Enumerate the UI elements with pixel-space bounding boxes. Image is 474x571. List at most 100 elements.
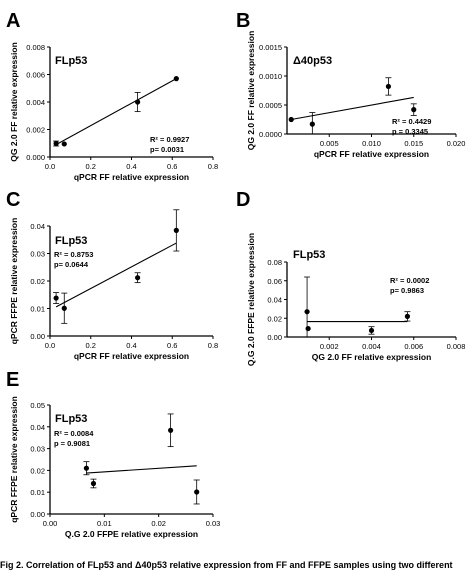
data-point [61,305,67,311]
x-axis-label: qPCR FF relative expression [74,172,189,182]
data-point [53,295,59,301]
y-tick-label: 0.002 [26,126,45,135]
y-tick-label: 0.02 [30,466,45,475]
y-tick-label: 0.006 [26,71,45,80]
data-point [368,327,375,334]
panel-d: D 0.00 0.02 0.04 0.06 0.08 0.002 0.004 0.006 0.00… [236,189,465,366]
panel-title: FLp53 [55,55,87,67]
r-squared-label: R² = 0.0084 [54,429,94,438]
x-axis-label: Q.G 2.0 FFPE relative expression [65,529,198,539]
y-tick-label: 0.05 [30,401,45,410]
data-point [385,83,391,90]
x-tick-label: 0.008 [447,342,466,351]
data-point [411,107,417,113]
p-value-label: p= 0.0644 [54,260,89,269]
panel-c: C 0.00 0.01 0.02 0.03 0.04 0.0 0.2 0.4 0.6 0.8 qPCR… [6,189,218,361]
r-squared-label: R² = 0.8753 [54,250,93,259]
panel-letter: C [6,189,20,211]
p-value-label: p= 0.9863 [390,286,424,295]
x-tick-label: 0.4 [126,341,136,350]
y-tick-label: 0.04 [30,423,45,432]
x-tick-label: 0.00 [43,519,58,528]
x-tick-label: 0.01 [97,519,112,528]
x-tick-label: 0.0 [45,162,55,171]
panel-title: FLp53 [55,235,87,247]
data-point [404,313,411,319]
x-tick-label: 0.020 [447,139,466,148]
x-tick-label: 0.0 [45,341,55,350]
y-tick-label: 0.000 [26,153,45,162]
regression-line [55,242,177,308]
x-axis-label: QG 2.0 FF relative expression [312,352,432,362]
panel-letter: D [236,189,250,211]
x-tick-label: 0.010 [362,139,381,148]
data-point [304,309,310,315]
x-axis-label: qPCR FF relative expression [314,149,429,159]
panel-title: Δ40p53 [293,55,332,67]
figure-caption: Fig 2. Correlation of FLp53 and Δ40p53 r… [0,560,453,570]
y-axis-label: Q.G 2.0 FFPE relative expression [246,233,256,366]
y-axis-label: QG 2.0 FF relative expression [246,31,256,151]
x-tick-label: 0.002 [320,342,339,351]
data-point [83,465,90,471]
y-axis-label: qPCR FFPE relative expression [9,396,19,523]
figure-canvas: A 0.000 0.002 0.004 0.006 0.008 0.0 0.2 0.4 0.6 0.… [6,10,465,539]
r-squared-label: R² = 0.0002 [390,276,429,285]
y-axis-label: qPCR FFPE relative expression [9,218,19,345]
x-tick-label: 0.6 [167,341,177,350]
x-tick-label: 0.006 [404,342,423,351]
y-tick-label: 0.008 [26,43,45,52]
y-axis-label: QG 2.0 FF relative expression [9,42,19,162]
y-tick-label: 0.0000 [259,130,282,139]
data-point [135,99,141,105]
x-tick-label: 0.004 [362,342,381,351]
y-tick-label: 0.0015 [259,43,282,52]
y-tick-label: 0.00 [30,332,45,341]
y-tick-label: 0.0005 [259,101,282,110]
y-tick-label: 0.0010 [259,72,282,81]
data-point [288,116,294,123]
y-tick-label: 0.02 [267,314,282,323]
x-tick-label: 0.2 [86,341,96,350]
p-value-label: p = 0.9081 [54,439,90,448]
p-value-label: p = 0.3345 [392,127,428,136]
y-tick-label: 0.00 [267,333,282,342]
panel-title: FLp53 [293,249,325,261]
regression-line [55,78,177,146]
x-tick-label: 0.8 [208,341,218,350]
x-tick-label: 0.015 [404,139,423,148]
y-tick-label: 0.03 [30,445,45,454]
data-point [309,121,315,127]
panel-letter: B [236,10,250,32]
y-tick-label: 0.06 [267,277,282,286]
y-tick-label: 0.01 [30,305,45,314]
x-axis-label: qPCR FF relative expression [74,351,189,361]
panel-e: E 0.00 0.01 0.02 0.03 0.04 0.05 0.00 0.01 0.02 0.0… [6,369,220,539]
x-tick-label: 0.2 [86,162,96,171]
data-point [90,480,97,487]
x-tick-label: 0.6 [167,162,177,171]
data-point [173,227,179,233]
panel-letter: A [6,10,20,32]
data-point [135,275,141,281]
p-value-label: p= 0.0031 [150,145,184,154]
panel-title: FLp53 [55,413,87,425]
r-squared-label: R² = 0.4429 [392,117,431,126]
y-tick-label: 0.08 [267,258,282,267]
r-squared-label: R² = 0.9927 [150,135,189,144]
y-tick-label: 0.004 [26,98,45,107]
data-point [61,141,67,147]
y-tick-label: 0.04 [267,296,282,305]
x-tick-label: 0.005 [320,139,339,148]
x-tick-label: 0.02 [151,519,166,528]
y-tick-label: 0.00 [30,510,45,519]
data-point [194,489,200,495]
panel-b: B 0.0000 0.0005 0.0010 0.0015 0.005 0.010 0.015… [236,10,465,159]
y-tick-label: 0.03 [30,250,45,259]
data-point [53,140,59,147]
x-tick-label: 0.4 [126,162,136,171]
y-tick-label: 0.01 [30,488,45,497]
x-tick-label: 0.8 [208,162,218,171]
data-point [168,427,174,433]
panel-a: A 0.000 0.002 0.004 0.006 0.008 0.0 0.2 0.4 0.6 0.… [6,10,218,182]
